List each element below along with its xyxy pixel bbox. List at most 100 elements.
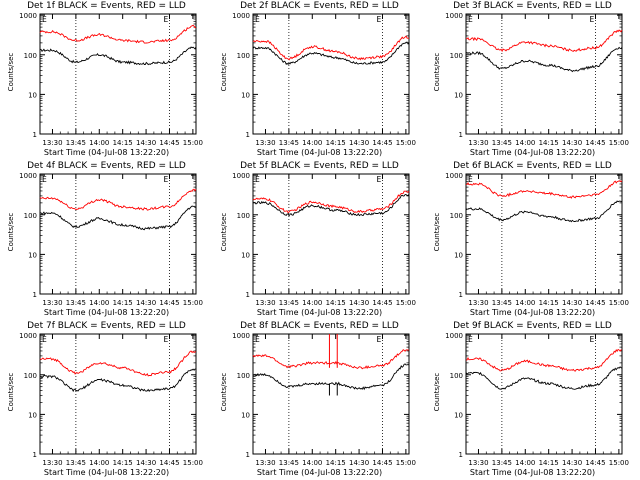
y-axis-label: Counts/sec: [220, 212, 228, 252]
detector-panel: Det 4f BLACK = Events, RED = LLD 1 10 100 10…: [0, 160, 213, 320]
y-tick-label: 10: [241, 251, 250, 259]
event-marker-label: E: [163, 15, 168, 24]
events-series-line: [39, 368, 196, 393]
x-tick-label: 15:00: [396, 459, 416, 467]
x-tick-label: 14:30: [562, 139, 582, 147]
event-marker-label: E: [589, 335, 594, 344]
y-axis-label: Counts/sec: [220, 372, 228, 412]
panel-plot: 1 10 100 1000 13:30 13:45 14:00 14:15 14:30 14:45…: [232, 332, 416, 467]
x-tick-label: 14:45: [159, 459, 179, 467]
x-tick-label: 15:00: [183, 299, 203, 307]
y-axis-label: Counts/sec: [433, 52, 441, 92]
y-tick-label: 1000: [232, 12, 250, 20]
detector-panel: Det 7f BLACK = Events, RED = LLD 1 10 100 10…: [0, 320, 213, 480]
x-tick-label: 14:00: [515, 459, 535, 467]
y-tick-label: 10: [454, 91, 463, 99]
y-tick-label: 1000: [445, 172, 463, 180]
x-tick-label: 14:15: [539, 299, 559, 307]
y-tick-label: 1: [33, 131, 37, 139]
x-tick-label: 13:30: [42, 139, 62, 147]
y-tick-label: 1: [246, 291, 250, 299]
x-tick-label: 14:15: [326, 459, 346, 467]
x-tick-label: 13:30: [468, 299, 488, 307]
y-tick-label: 10: [241, 91, 250, 99]
panel-plot: 1 10 100 1000 13:30 13:45 14:00 14:15 14:30 14:45…: [232, 172, 416, 307]
x-tick-label: 14:30: [562, 459, 582, 467]
x-tick-label: 13:30: [255, 299, 275, 307]
x-tick-label: 14:00: [89, 299, 109, 307]
y-tick-label: 1: [246, 451, 250, 459]
y-axis-label: Counts/sec: [7, 212, 15, 252]
panel-plot: 1 10 100 1000 13:30 13:45 14:00 14:15 14:30 14:45…: [19, 172, 203, 307]
x-tick-label: 13:45: [66, 299, 86, 307]
panel-title: Det 8f BLACK = Events, RED = LLD: [240, 321, 399, 331]
x-tick-label: 13:30: [468, 139, 488, 147]
lld-series-line: [252, 35, 410, 61]
x-tick-label: 14:30: [136, 139, 156, 147]
x-tick-label: 14:45: [372, 299, 392, 307]
lld-series-line: [39, 188, 197, 211]
x-tick-label: 14:00: [89, 139, 109, 147]
x-tick-label: 15:00: [609, 299, 629, 307]
panel-plot: 1 10 100 1000 13:30 13:45 14:00 14:15 14:30 14:45…: [445, 172, 629, 307]
x-tick-label: 14:30: [349, 139, 369, 147]
x-tick-label: 13:45: [492, 299, 512, 307]
x-axis-label: Start Time (04-Jul-08 13:22:20): [469, 148, 596, 157]
panel-title: Det 7f BLACK = Events, RED = LLD: [27, 321, 186, 331]
y-tick-label: 100: [24, 212, 37, 220]
y-tick-label: 10: [28, 411, 37, 419]
y-tick-label: 10: [28, 91, 37, 99]
panel-title: Det 6f BLACK = Events, RED = LLD: [453, 161, 612, 171]
x-tick-label: 14:45: [585, 459, 605, 467]
x-tick-label: 14:45: [159, 139, 179, 147]
y-tick-label: 10: [241, 411, 250, 419]
y-tick-label: 1: [246, 131, 250, 139]
event-marker-label: E: [163, 335, 168, 344]
x-tick-label: 14:15: [113, 459, 133, 467]
y-tick-label: 1000: [19, 172, 37, 180]
panel-title: Det 1f BLACK = Events, RED = LLD: [27, 1, 186, 11]
y-tick-label: 100: [237, 212, 250, 220]
y-tick-label: 1000: [19, 332, 37, 340]
events-series-line: [252, 194, 410, 217]
lld-series-line: [465, 348, 623, 372]
x-tick-label: 15:00: [609, 459, 629, 467]
x-tick-label: 14:45: [372, 459, 392, 467]
x-tick-label: 14:45: [159, 299, 179, 307]
event-marker-label: E: [468, 15, 473, 24]
lld-series-line: [252, 190, 410, 214]
plot-frame: [465, 173, 623, 295]
x-tick-label: 13:30: [42, 299, 62, 307]
y-tick-label: 10: [454, 411, 463, 419]
plot-frame: [465, 333, 623, 455]
y-tick-label: 10: [454, 251, 463, 259]
plot-frame: [252, 173, 410, 295]
y-tick-label: 1: [33, 291, 37, 299]
x-tick-label: 13:45: [279, 299, 299, 307]
lld-series-line: [39, 24, 197, 44]
detector-panel: Det 3f BLACK = Events, RED = LLD 1 10 100 10…: [426, 0, 639, 160]
events-series-line: [252, 363, 410, 391]
x-tick-label: 14:00: [302, 299, 322, 307]
lld-series-line: [252, 349, 410, 370]
plot-frame: [39, 333, 197, 455]
event-marker-label: E: [42, 335, 47, 344]
y-tick-label: 1000: [445, 12, 463, 20]
panel-plot: 1 10 100 1000 13:30 13:45 14:00 14:15 14:30 14:45…: [19, 12, 203, 147]
y-axis-label: Counts/sec: [433, 212, 441, 252]
plot-frame: [39, 13, 197, 135]
event-marker-label: E: [376, 335, 381, 344]
x-tick-label: 15:00: [183, 139, 203, 147]
x-tick-label: 14:15: [326, 139, 346, 147]
x-tick-label: 15:00: [396, 139, 416, 147]
y-tick-label: 1: [459, 131, 463, 139]
y-axis-label: Counts/sec: [7, 372, 15, 412]
y-tick-label: 100: [450, 52, 463, 60]
x-axis-label: Start Time (04-Jul-08 13:22:20): [43, 148, 170, 157]
x-tick-label: 14:45: [372, 139, 392, 147]
plot-frame: [252, 333, 410, 455]
x-axis-label: Start Time (04-Jul-08 13:22:20): [256, 148, 383, 157]
x-tick-label: 13:45: [66, 459, 86, 467]
event-marker-label: E: [376, 15, 381, 24]
